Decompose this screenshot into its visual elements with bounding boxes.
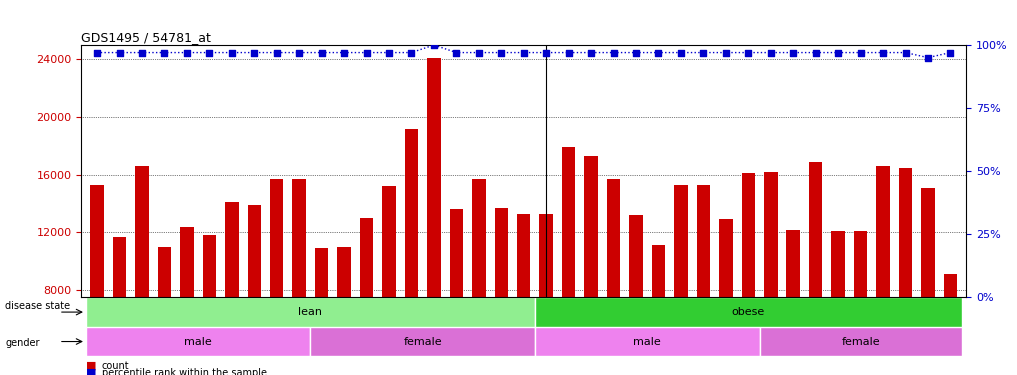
Point <box>112 50 128 55</box>
Text: female: female <box>841 336 880 346</box>
Point <box>516 50 532 55</box>
Bar <box>652 246 665 375</box>
Text: disease state: disease state <box>5 301 70 310</box>
Bar <box>270 179 284 375</box>
Bar <box>180 227 193 375</box>
Text: ■: ■ <box>86 368 97 375</box>
Bar <box>293 179 306 375</box>
Point <box>673 50 690 55</box>
Bar <box>247 205 261 375</box>
Bar <box>562 147 576 375</box>
Point <box>268 50 285 55</box>
Bar <box>85 327 310 356</box>
Bar <box>494 208 508 375</box>
Bar <box>113 237 126 375</box>
Bar <box>877 166 890 375</box>
Bar <box>338 247 351 375</box>
Point <box>627 50 644 55</box>
Point <box>807 50 824 55</box>
Bar <box>135 166 148 375</box>
Point <box>201 50 218 55</box>
Bar <box>382 186 396 375</box>
Bar <box>760 327 962 356</box>
Bar <box>405 129 418 375</box>
Point <box>650 50 666 55</box>
Bar <box>944 274 957 375</box>
Point <box>583 50 599 55</box>
Bar <box>585 156 598 375</box>
Bar <box>630 215 643 375</box>
Text: gender: gender <box>5 338 40 348</box>
Text: obese: obese <box>731 307 765 317</box>
Bar <box>158 247 171 375</box>
Bar <box>535 297 962 327</box>
Bar <box>899 168 912 375</box>
Point <box>291 50 307 55</box>
Text: male: male <box>634 336 661 346</box>
Point <box>157 50 173 55</box>
Bar <box>535 327 760 356</box>
Bar <box>764 172 778 375</box>
Bar <box>697 185 710 375</box>
Text: lean: lean <box>298 307 322 317</box>
Bar <box>517 214 531 375</box>
Point <box>785 50 801 55</box>
Bar <box>786 230 800 375</box>
Point <box>134 50 151 55</box>
Point <box>538 50 554 55</box>
Point <box>336 50 352 55</box>
Point <box>919 55 936 61</box>
Point <box>740 50 757 55</box>
Point <box>246 50 262 55</box>
Point <box>897 50 913 55</box>
Text: percentile rank within the sample: percentile rank within the sample <box>102 368 266 375</box>
Point <box>426 42 442 48</box>
Point <box>875 50 891 55</box>
Bar <box>809 162 823 375</box>
Bar <box>719 219 732 375</box>
Bar <box>607 179 620 375</box>
Point <box>88 50 105 55</box>
Point <box>852 50 869 55</box>
Point <box>605 50 621 55</box>
Bar <box>854 231 868 375</box>
Text: male: male <box>184 336 212 346</box>
Bar <box>85 297 535 327</box>
Point <box>471 50 487 55</box>
Point <box>763 50 779 55</box>
Bar <box>741 173 755 375</box>
Bar <box>539 214 553 375</box>
Text: ■: ■ <box>86 361 97 370</box>
Bar <box>310 327 535 356</box>
Text: count: count <box>102 361 129 370</box>
Point <box>404 50 420 55</box>
Point <box>493 50 510 55</box>
Bar <box>472 179 485 375</box>
Bar <box>225 202 239 375</box>
Point <box>179 50 195 55</box>
Point <box>560 50 577 55</box>
Bar <box>360 218 373 375</box>
Bar <box>921 188 935 375</box>
Point <box>313 50 330 55</box>
Point <box>830 50 846 55</box>
Point <box>448 50 465 55</box>
Bar <box>832 231 845 375</box>
Bar <box>315 248 328 375</box>
Bar <box>202 236 216 375</box>
Bar <box>427 58 440 375</box>
Point <box>696 50 712 55</box>
Bar <box>91 185 104 375</box>
Text: female: female <box>404 336 442 346</box>
Point <box>718 50 734 55</box>
Bar <box>450 209 463 375</box>
Bar <box>674 185 687 375</box>
Point <box>943 50 959 55</box>
Point <box>358 50 374 55</box>
Point <box>224 50 240 55</box>
Point <box>381 50 398 55</box>
Text: GDS1495 / 54781_at: GDS1495 / 54781_at <box>81 31 212 44</box>
